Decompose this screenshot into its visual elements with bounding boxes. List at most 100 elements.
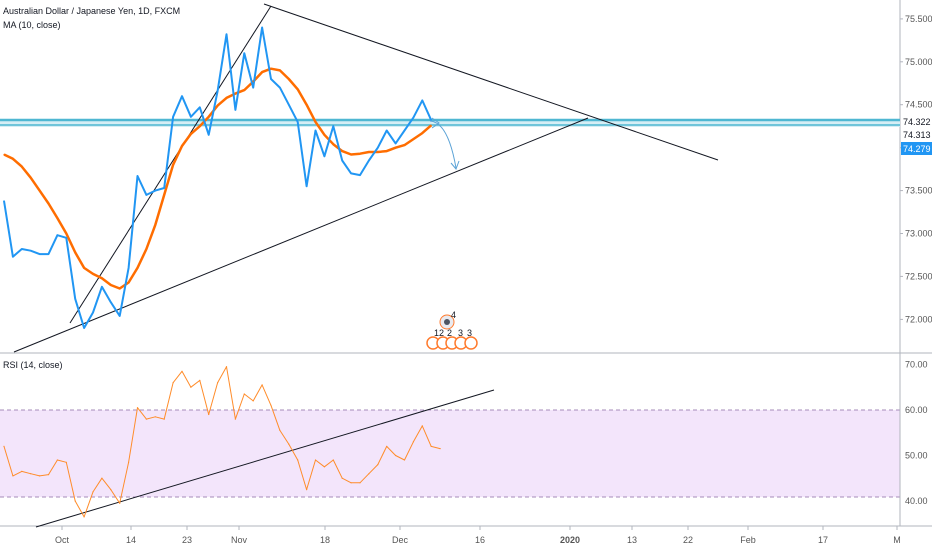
rsi-point-44 xyxy=(395,454,397,457)
rsi-point-27 xyxy=(243,393,245,395)
ma-point-16 xyxy=(145,248,147,250)
steep-support-line[interactable] xyxy=(69,5,272,324)
main-pane-bg[interactable] xyxy=(0,0,900,352)
price-point-5 xyxy=(47,253,50,255)
price-point-30 xyxy=(270,78,272,80)
ma-point-42 xyxy=(377,151,379,153)
price-point-39 xyxy=(350,172,352,174)
ma-point-22 xyxy=(199,125,201,127)
rsi-y-tick-0: 70.00 xyxy=(905,360,928,370)
rsi-point-41 xyxy=(368,473,370,475)
event-bubbles[interactable] xyxy=(426,336,478,350)
price-point-2 xyxy=(21,248,23,250)
x-tick-2: 23 xyxy=(182,535,192,545)
price-point-36 xyxy=(323,155,325,157)
rsi-point-30 xyxy=(270,404,272,406)
ma-point-43 xyxy=(386,150,388,152)
rsi-point-17 xyxy=(154,416,156,418)
ma-point-19 xyxy=(172,164,174,166)
rsi-band xyxy=(0,410,900,497)
svg-text:74.313: 74.313 xyxy=(903,130,931,140)
event-count-1: 12 xyxy=(434,328,444,338)
upper-triangle-line[interactable] xyxy=(263,3,719,161)
drawing-trendlines[interactable] xyxy=(13,3,719,528)
rsi-point-48 xyxy=(430,445,432,447)
horizontal-level[interactable] xyxy=(0,118,900,127)
symbol-title[interactable]: Australian Dollar / Japanese Yen, 1D, FX… xyxy=(3,6,180,16)
price-point-1 xyxy=(12,256,14,258)
price-points xyxy=(3,26,432,329)
projection-arrow[interactable] xyxy=(429,117,460,170)
rsi-legend[interactable]: RSI (14, close) xyxy=(3,360,63,370)
price-tag-level: 74.322 xyxy=(901,116,932,128)
ma-point-6 xyxy=(56,217,59,219)
rsi-trendline[interactable] xyxy=(35,389,495,528)
price-point-0 xyxy=(3,200,5,202)
ma-point-17 xyxy=(154,224,156,226)
ma-point-9 xyxy=(83,267,85,269)
ma-point-30 xyxy=(270,68,272,70)
ma-point-2 xyxy=(21,166,23,168)
price-point-7 xyxy=(65,237,67,239)
rsi-point-13 xyxy=(119,502,121,504)
rsi-point-45 xyxy=(403,459,406,461)
price-point-21 xyxy=(190,116,192,118)
ma-point-5 xyxy=(47,202,50,205)
price-point-13 xyxy=(119,315,121,317)
price-point-43 xyxy=(386,129,388,132)
ma-point-32 xyxy=(288,78,290,80)
price-point-22 xyxy=(199,106,201,108)
x-axis-ticks: Oct 14 23 Nov 18 Dec 16 2020 13 22 Feb 17 M xyxy=(55,526,901,545)
ma-point-11 xyxy=(101,277,103,279)
rsi-point-33 xyxy=(297,459,299,461)
main-y-tick-1: 75.000 xyxy=(905,57,932,67)
price-point-46 xyxy=(412,117,414,119)
x-tick-8: 13 xyxy=(627,535,637,545)
rsi-y-tick-1: 60.00 xyxy=(905,405,928,415)
rsi-point-46 xyxy=(412,441,414,443)
ma-point-14 xyxy=(128,281,130,284)
rsi-point-7 xyxy=(65,461,67,463)
price-point-42 xyxy=(377,147,379,149)
price-point-3 xyxy=(30,250,32,252)
price-point-41 xyxy=(368,159,370,162)
x-tick-0: Oct xyxy=(55,535,70,545)
price-point-11 xyxy=(101,286,103,288)
rsi-point-11 xyxy=(101,477,103,479)
price-point-25 xyxy=(225,33,228,35)
price-point-38 xyxy=(341,159,343,162)
price-point-19 xyxy=(172,116,174,118)
event-count-3: 3 xyxy=(458,328,463,338)
rsi-points xyxy=(3,366,441,518)
rsi-point-26 xyxy=(234,418,236,420)
rsi-y-ticks: 70.00 60.00 50.00 40.00 xyxy=(905,360,928,507)
ma-point-26 xyxy=(234,93,236,95)
x-tick-6: 16 xyxy=(475,535,485,545)
rsi-point-22 xyxy=(199,379,201,381)
rsi-point-12 xyxy=(110,489,112,491)
lower-triangle-line[interactable] xyxy=(13,117,589,353)
rsi-point-28 xyxy=(252,400,254,402)
ma-legend[interactable]: MA (10, close) xyxy=(3,20,61,30)
ma-point-18 xyxy=(163,194,165,196)
price-point-24 xyxy=(217,90,219,92)
price-point-18 xyxy=(163,187,165,189)
price-point-32 xyxy=(288,104,290,106)
ma-point-21 xyxy=(190,133,192,135)
events-badge[interactable]: 4 12 2 3 3 xyxy=(426,310,478,350)
ma-point-33 xyxy=(297,88,299,90)
ma-point-37 xyxy=(332,143,334,145)
rsi-point-18 xyxy=(163,418,165,420)
ma-point-10 xyxy=(92,273,94,275)
price-point-10 xyxy=(92,311,94,314)
price-point-16 xyxy=(145,194,147,196)
rsi-point-31 xyxy=(279,429,281,431)
rsi-point-25 xyxy=(225,366,228,368)
ma-point-34 xyxy=(306,104,308,106)
rsi-point-4 xyxy=(39,475,41,477)
ma-point-28 xyxy=(252,81,254,83)
price-point-17 xyxy=(154,190,156,192)
rsi-line[interactable] xyxy=(3,366,441,518)
price-point-12 xyxy=(110,301,112,303)
